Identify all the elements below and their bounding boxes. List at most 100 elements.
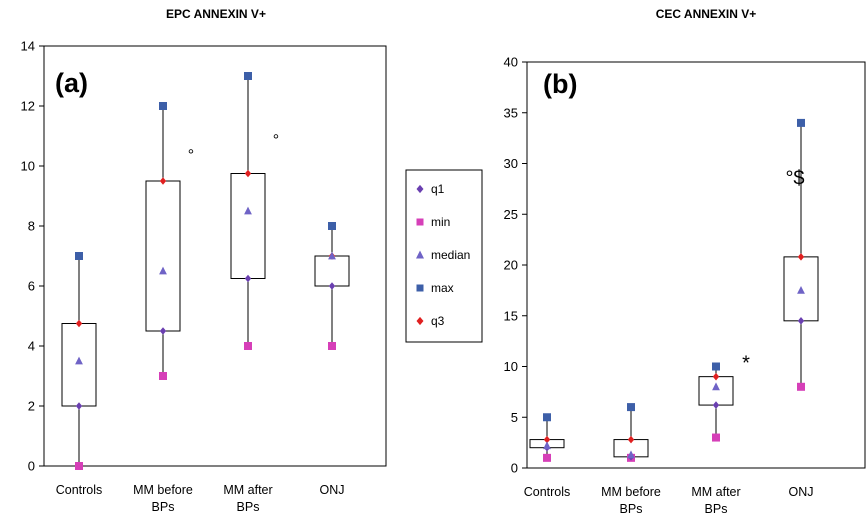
panel-b-title: CEC ANNEXIN V+ <box>656 7 757 21</box>
median-marker <box>75 356 83 365</box>
box-group <box>529 413 565 462</box>
min-marker <box>712 433 720 442</box>
panel-a-y-axis: 0 2 4 6 8 10 12 14 <box>21 39 44 474</box>
annotation-mark: °$ <box>785 168 804 190</box>
legend-label-q3: q3 <box>431 314 445 328</box>
box-group <box>783 118 819 391</box>
max-marker <box>627 403 635 412</box>
median-marker <box>627 450 635 459</box>
box-group <box>230 72 266 350</box>
q1-marker <box>712 401 720 409</box>
legend-label-max: max <box>431 281 454 295</box>
panel-a-x-axis-labels: Controls MM before BPs MM after BPs ONJ <box>56 483 345 514</box>
min-marker <box>75 462 83 470</box>
panel-a-title: EPC ANNEXIN V+ <box>166 7 266 21</box>
legend-item-median: median <box>416 248 470 262</box>
q1-marker <box>75 402 83 410</box>
x-category-label: MM before BPs <box>133 483 193 514</box>
min-marker <box>328 342 336 350</box>
panel-b-boxes <box>529 118 819 462</box>
x-category-label: ONJ <box>789 485 814 499</box>
panel-a-boxes <box>61 72 350 470</box>
y-tick-label: 0 <box>28 459 35 474</box>
box <box>61 323 97 407</box>
y-tick-label: 4 <box>28 339 35 354</box>
q3-marker <box>159 177 167 185</box>
box <box>698 376 734 406</box>
q1-marker <box>797 317 805 325</box>
panel-b-annotations: * °$ <box>742 168 804 375</box>
legend-label-q1: q1 <box>431 182 445 196</box>
min-marker <box>543 453 551 462</box>
legend-marker-median <box>416 250 424 259</box>
legend-label-min: min <box>431 215 450 229</box>
y-tick-label: 20 <box>504 258 518 273</box>
y-tick-label: 6 <box>28 279 35 294</box>
max-marker <box>797 118 805 127</box>
q1-marker <box>328 282 336 290</box>
box <box>145 180 181 332</box>
x-category-label: ONJ <box>320 483 345 497</box>
y-tick-label: 12 <box>21 99 35 114</box>
y-tick-label: 14 <box>21 39 35 54</box>
box-group <box>145 102 181 380</box>
legend: q1 min median max q3 <box>405 169 483 343</box>
q3-marker <box>627 435 635 444</box>
x-category-label: MM after BPs <box>691 485 740 516</box>
median-marker <box>543 441 551 450</box>
median-marker <box>244 206 252 215</box>
median-marker <box>797 285 805 294</box>
q3-marker <box>797 253 805 261</box>
panel-b-label: (b) <box>543 69 577 99</box>
y-tick-label: 2 <box>28 399 35 414</box>
box <box>314 255 350 287</box>
box-group <box>698 362 734 442</box>
panel-b-cec-annexin: CEC ANNEXIN V+ (b) 0 5 10 15 20 25 30 35 40 Cont… <box>504 7 866 516</box>
legend-marker-min <box>416 218 424 226</box>
q3-marker <box>244 169 252 178</box>
annotation-mark: ° <box>188 147 194 164</box>
y-tick-label: 15 <box>504 308 518 323</box>
legend-item-q1: q1 <box>416 182 445 196</box>
legend-item-max: max <box>416 281 454 295</box>
y-tick-label: 5 <box>511 410 518 425</box>
max-marker <box>75 252 83 260</box>
y-tick-label: 10 <box>504 359 518 374</box>
median-marker <box>328 251 336 260</box>
box-group <box>61 252 97 470</box>
annotation-mark: * <box>742 352 750 374</box>
q3-marker <box>712 372 720 381</box>
y-tick-label: 40 <box>504 55 518 70</box>
y-tick-label: 10 <box>21 159 35 174</box>
y-tick-label: 30 <box>504 156 518 171</box>
y-tick-label: 8 <box>28 219 35 234</box>
max-marker <box>712 362 720 371</box>
legend-marker-q3 <box>416 316 424 326</box>
panel-a-epc-annexin: EPC ANNEXIN V+ (a) 0 2 4 6 8 10 12 14 Controls M… <box>21 7 387 514</box>
max-marker <box>159 102 167 110</box>
panel-a-annotations: °° <box>188 132 279 164</box>
panel-a-label: (a) <box>55 68 88 98</box>
median-marker <box>712 382 720 391</box>
panel-a-plot-frame <box>43 45 387 467</box>
q1-marker <box>244 274 252 283</box>
x-category-label: Controls <box>524 485 571 499</box>
q3-marker <box>75 319 83 328</box>
q1-marker <box>159 327 167 335</box>
x-category-label: MM after BPs <box>223 483 272 514</box>
min-marker <box>159 372 167 380</box>
legend-item-min: min <box>416 215 450 229</box>
y-tick-label: 0 <box>511 461 518 476</box>
box <box>230 173 266 279</box>
q3-marker <box>543 435 551 444</box>
min-marker <box>244 342 252 350</box>
legend-marker-max <box>416 284 424 292</box>
annotation-mark: ° <box>273 132 279 149</box>
y-tick-label: 35 <box>504 105 518 120</box>
box-group <box>613 403 649 462</box>
y-tick-label: 25 <box>504 207 518 222</box>
min-marker <box>797 382 805 391</box>
panel-b-y-axis: 0 5 10 15 20 25 30 35 40 <box>504 55 527 476</box>
max-marker <box>328 222 336 230</box>
